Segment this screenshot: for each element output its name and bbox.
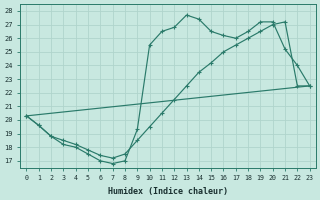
X-axis label: Humidex (Indice chaleur): Humidex (Indice chaleur) [108, 187, 228, 196]
